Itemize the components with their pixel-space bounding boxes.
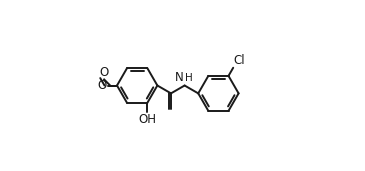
Text: O: O xyxy=(98,79,107,92)
Text: N: N xyxy=(175,71,184,84)
Text: Cl: Cl xyxy=(234,54,245,67)
Text: OH: OH xyxy=(138,113,156,126)
Text: O: O xyxy=(100,66,109,79)
Text: H: H xyxy=(185,73,192,83)
